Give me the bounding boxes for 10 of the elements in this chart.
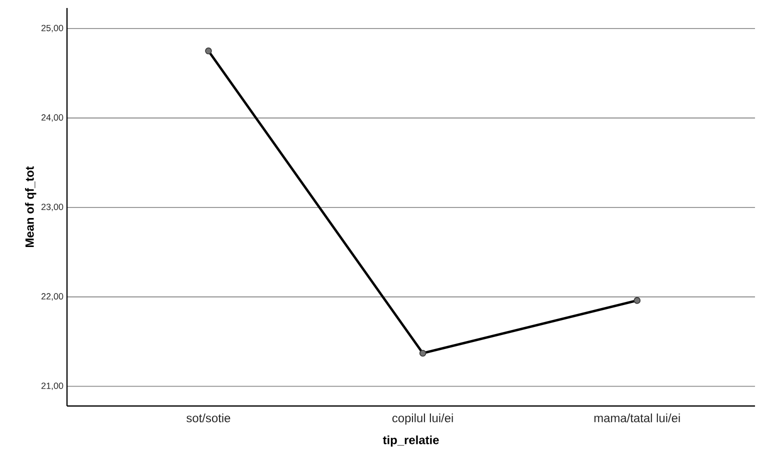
x-axis-title: tip_relatie [382, 435, 439, 447]
y-tick-label: 24,00 [42, 114, 64, 122]
y-tick-label: 22,00 [42, 293, 64, 301]
y-axis-title: Mean of qf_tot [25, 166, 36, 248]
y-tick-label: 25,00 [42, 24, 64, 32]
y-tick-label: 23,00 [42, 204, 64, 212]
x-tick-label: sot/sotie [186, 414, 230, 422]
x-tick-label: copilul lui/ei [392, 414, 453, 425]
x-tick-label: mama/tatal lui/ei [594, 414, 680, 422]
y-tick-label: 21,00 [42, 382, 64, 390]
